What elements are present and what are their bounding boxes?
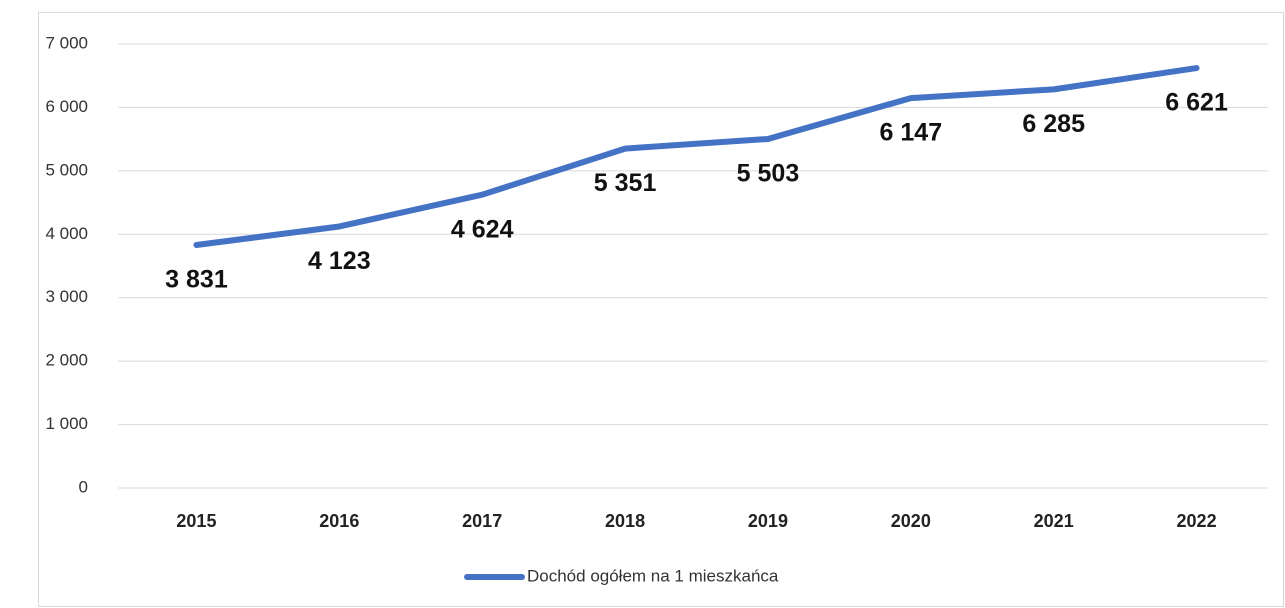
- data-label: 3 831: [165, 266, 228, 294]
- data-label: 6 147: [880, 119, 943, 147]
- x-tick-label: 2017: [462, 511, 502, 531]
- x-tick-label: 2015: [176, 511, 216, 531]
- data-label: 4 624: [451, 215, 514, 243]
- data-label: 5 503: [737, 160, 800, 188]
- data-label: 5 351: [594, 169, 657, 197]
- x-tick-label: 2022: [1177, 511, 1217, 531]
- x-tick-label: 2021: [1034, 511, 1074, 531]
- legend-label: Dochód ogółem na 1 mieszkańca: [527, 566, 779, 585]
- chart-frame: [38, 12, 1284, 607]
- y-tick-label: 7 000: [45, 33, 88, 52]
- y-tick-label: 5 000: [45, 160, 88, 179]
- y-tick-label: 6 000: [45, 97, 88, 116]
- y-tick-label: 1 000: [45, 414, 88, 433]
- y-tick-label: 0: [79, 477, 88, 496]
- data-label: 6 285: [1022, 110, 1085, 138]
- y-tick-label: 3 000: [45, 287, 88, 306]
- series-line: [193, 65, 1200, 249]
- x-tick-label: 2016: [319, 511, 359, 531]
- y-tick-label: 4 000: [45, 224, 88, 243]
- data-label: 6 621: [1165, 89, 1228, 117]
- data-label: 4 123: [308, 247, 371, 275]
- y-tick-label: 2 000: [45, 351, 88, 370]
- x-tick-label: 2019: [748, 511, 788, 531]
- x-tick-label: 2020: [891, 511, 931, 531]
- x-tick-label: 2018: [605, 511, 645, 531]
